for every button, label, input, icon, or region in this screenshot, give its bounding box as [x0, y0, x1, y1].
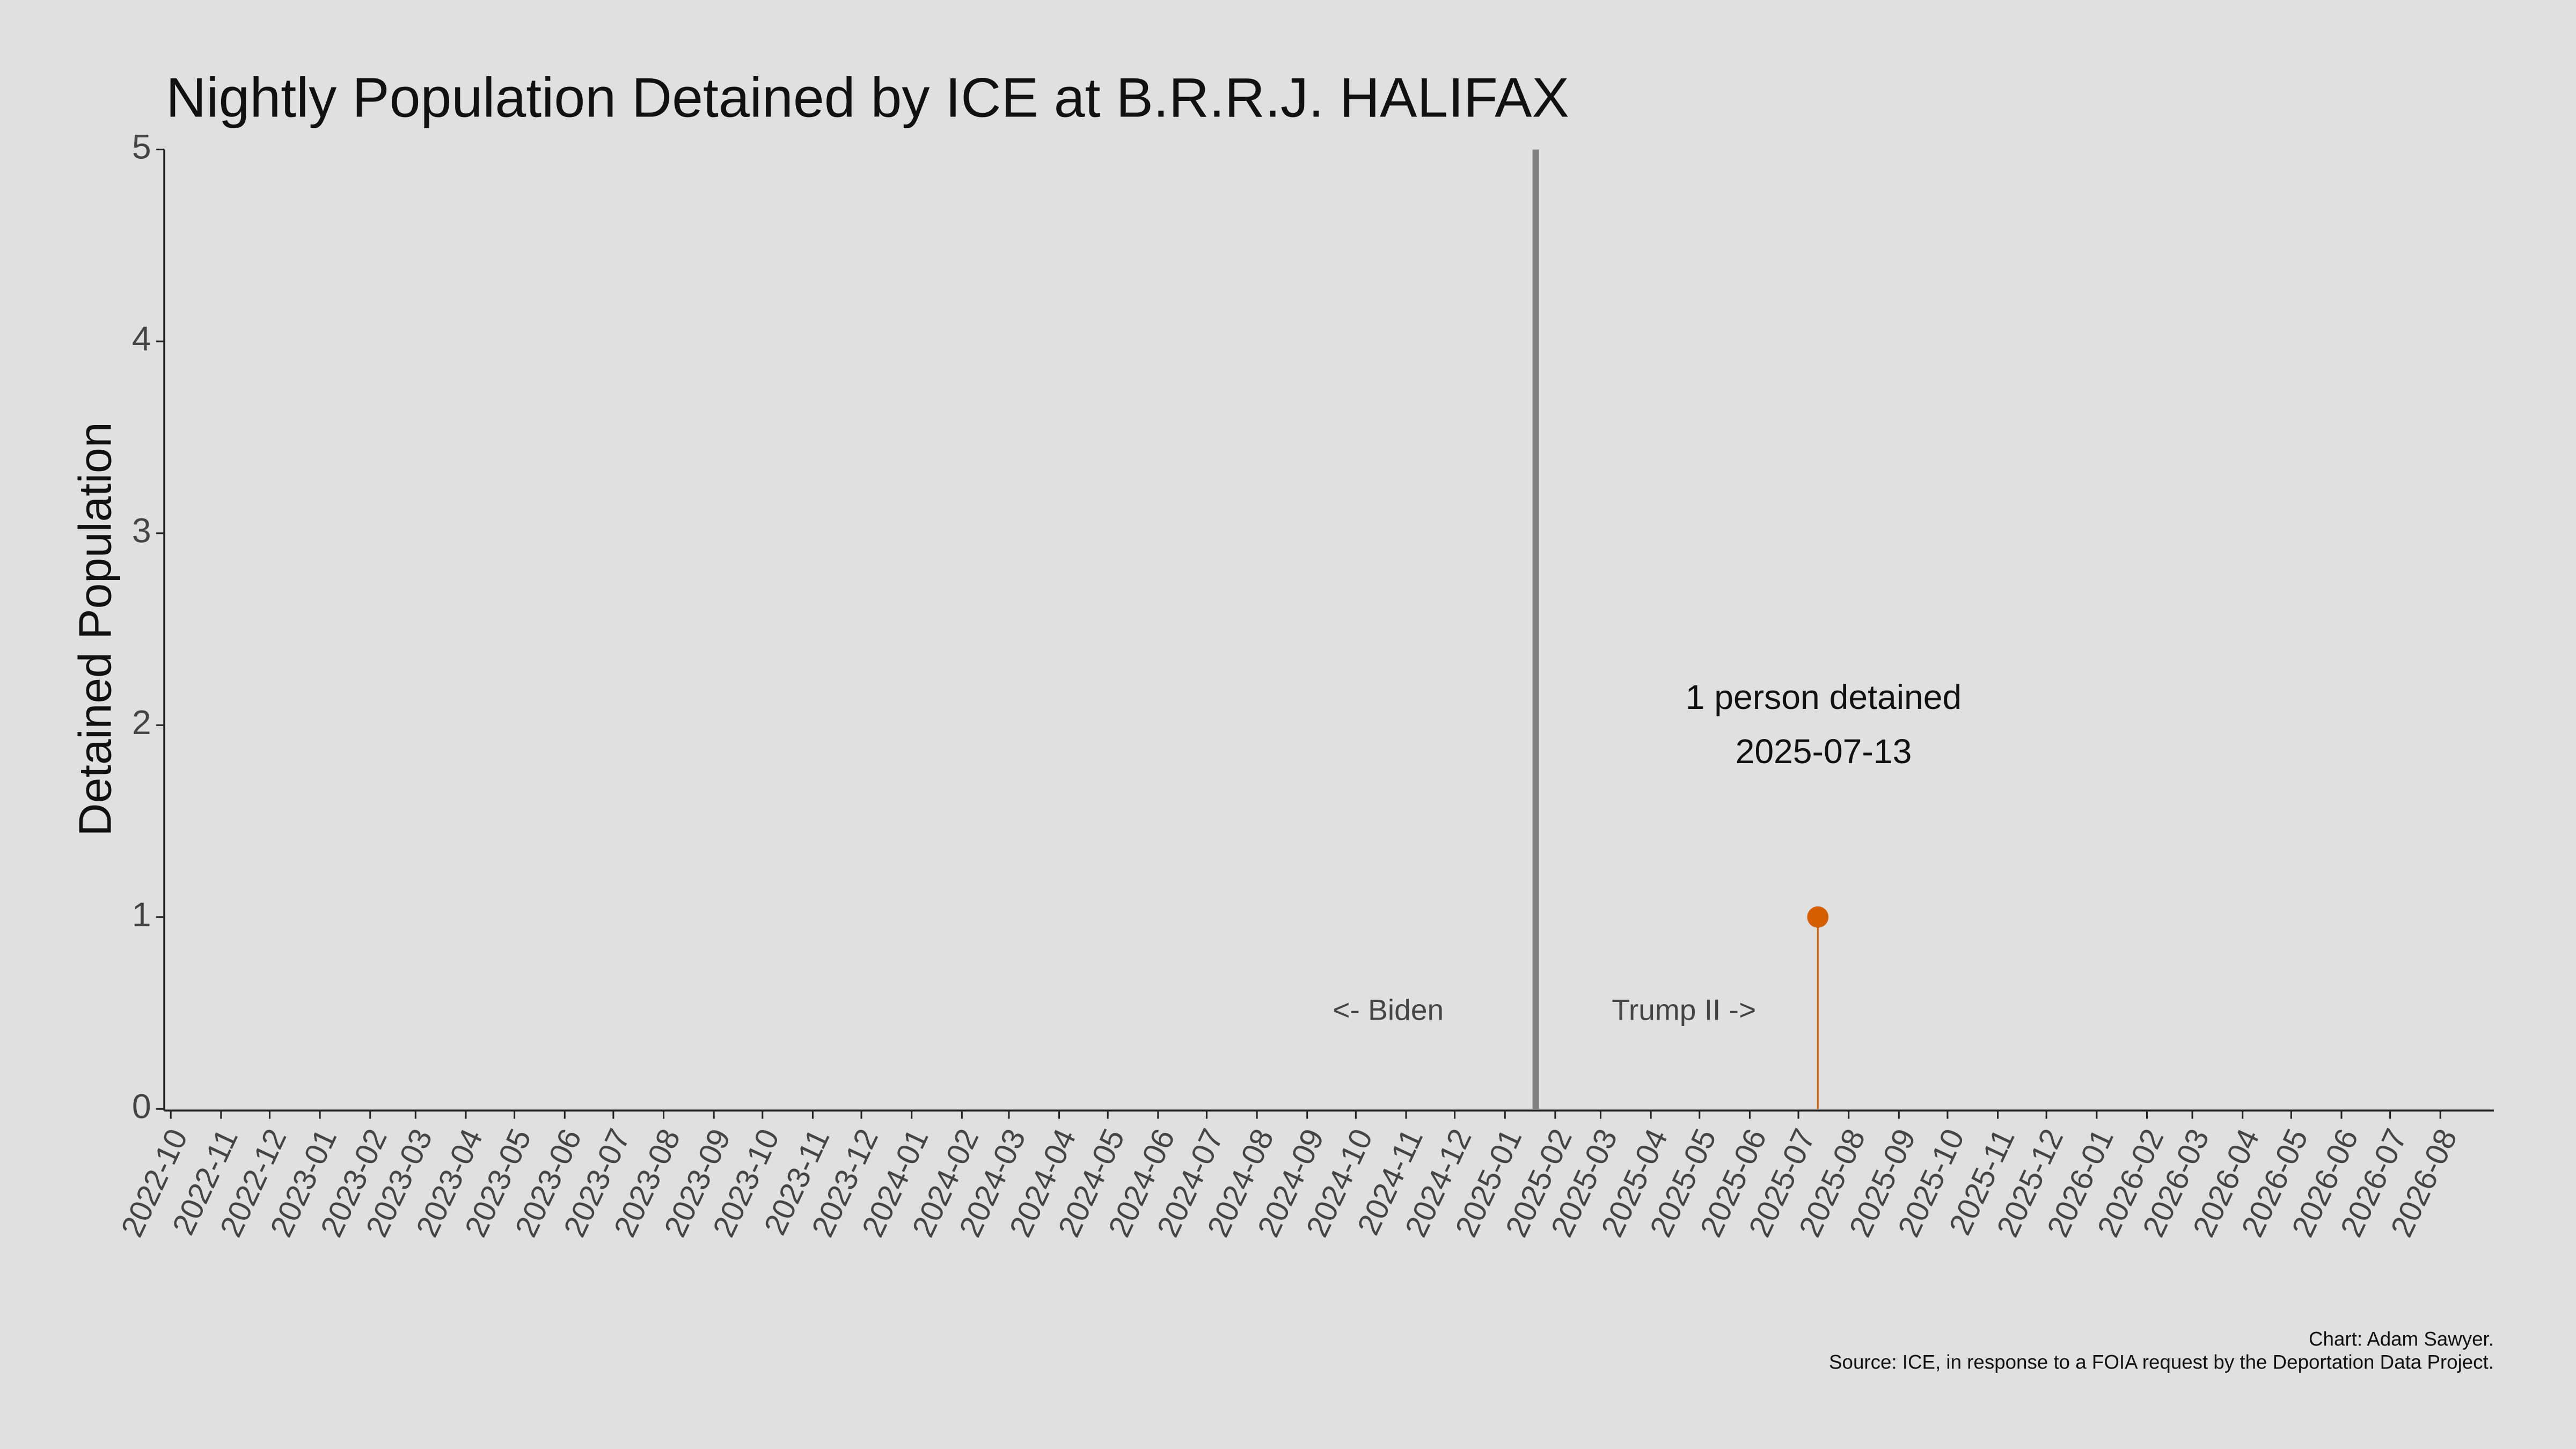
y-tick-label: 2 [132, 703, 151, 742]
point [1807, 906, 1829, 928]
y-axis-label: Detained Population [69, 422, 121, 836]
credit: Chart: Adam Sawyer. [2309, 1328, 2494, 1350]
y-tick-label: 4 [132, 319, 151, 358]
y-tick-label: 0 [132, 1087, 151, 1125]
credit: Source: ICE, in response to a FOIA reque… [1829, 1351, 2494, 1373]
annotation: 2025-07-13 [1736, 732, 1912, 771]
y-tick-label: 3 [132, 511, 151, 550]
y-tick-label: 5 [132, 128, 151, 166]
annotation: 1 person detained [1686, 678, 1962, 716]
annotation: <- Biden [1333, 993, 1444, 1026]
chart-title: Nightly Population Detained by ICE at B.… [166, 67, 1569, 129]
annotation: Trump II -> [1612, 993, 1756, 1026]
y-tick-label: 1 [132, 895, 151, 934]
